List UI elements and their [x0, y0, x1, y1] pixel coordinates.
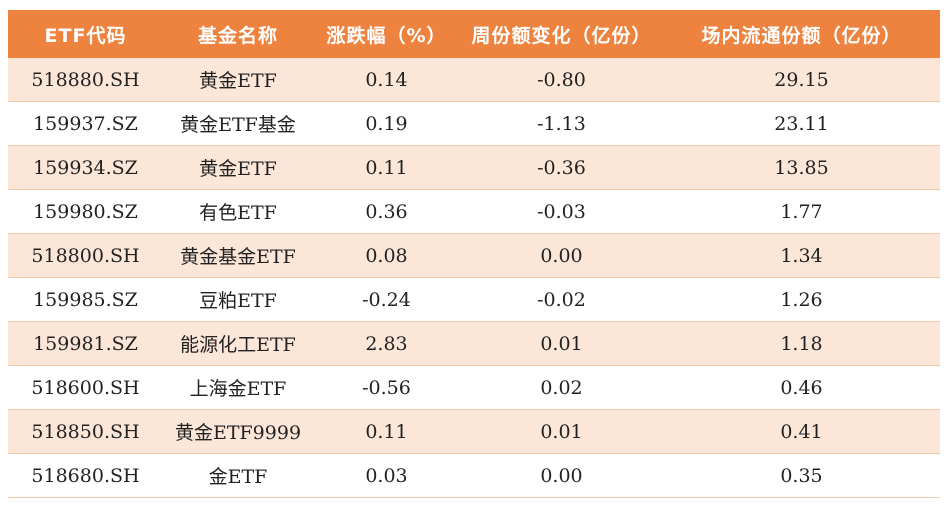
table-row: 518680.SH 金ETF 0.03 0.00 0.35 [8, 454, 940, 498]
table-row: 518880.SH 黄金ETF 0.14 -0.80 29.15 [8, 58, 940, 102]
cell-change-pct: 0.08 [365, 244, 408, 267]
cell-fund-name: 有色ETF [199, 202, 277, 224]
table-row: 518800.SH 黄金基金ETF 0.08 0.00 1.34 [8, 234, 940, 278]
cell-floating-shares: 1.26 [780, 288, 823, 311]
cell-change-pct: -0.56 [362, 376, 411, 399]
header-floating-shares: 场内流通份额（亿份） [701, 24, 902, 47]
cell-etf-code: 518800.SH [31, 244, 140, 267]
cell-floating-shares: 0.35 [780, 464, 823, 487]
table-row: 159934.SZ 黄金ETF 0.11 -0.36 13.85 [8, 146, 940, 190]
cell-change-pct: 0.36 [365, 200, 408, 223]
cell-change-pct: -0.24 [362, 288, 411, 311]
cell-weekly-change: 0.00 [540, 244, 583, 267]
cell-weekly-change: -0.02 [537, 288, 586, 311]
table-row: 159937.SZ 黄金ETF基金 0.19 -1.13 23.11 [8, 102, 940, 146]
cell-fund-name: 黄金ETF9999 [174, 422, 302, 444]
cell-change-pct: 0.11 [365, 420, 408, 443]
cell-weekly-change: 0.01 [540, 420, 583, 443]
cell-weekly-change: 0.00 [540, 464, 583, 487]
etf-table: ETF代码 基金名称 涨跌幅（%） 周份额变化（亿份） 场内流通份额（亿份） 5… [8, 10, 940, 498]
cell-fund-name: 黄金ETF基金 [180, 114, 296, 136]
table-row: 518850.SH 黄金ETF9999 0.11 0.01 0.41 [8, 410, 940, 454]
cell-etf-code: 159934.SZ [33, 156, 138, 179]
header-fund-name: 基金名称 [197, 24, 278, 47]
table-row: 159985.SZ 豆粕ETF -0.24 -0.02 1.26 [8, 278, 940, 322]
cell-floating-shares: 1.34 [780, 244, 823, 267]
cell-weekly-change: -0.36 [537, 156, 586, 179]
cell-floating-shares: 23.11 [774, 112, 829, 135]
cell-fund-name: 能源化工ETF [180, 334, 296, 356]
cell-weekly-change: -1.13 [537, 112, 586, 135]
cell-etf-code: 159980.SZ [33, 200, 138, 223]
cell-floating-shares: 29.15 [774, 68, 829, 91]
header-change-pct: 涨跌幅（%） [326, 24, 447, 47]
header-weekly-share-change: 周份额变化（亿份） [471, 24, 652, 47]
cell-floating-shares: 13.85 [774, 156, 829, 179]
cell-etf-code: 518600.SH [31, 376, 140, 399]
cell-weekly-change: 0.02 [540, 376, 583, 399]
cell-change-pct: 0.19 [365, 112, 408, 135]
cell-change-pct: 0.03 [365, 464, 408, 487]
table-row: 159981.SZ 能源化工ETF 2.83 0.01 1.18 [8, 322, 940, 366]
cell-fund-name: 上海金ETF [189, 378, 287, 400]
cell-change-pct: 2.83 [365, 332, 408, 355]
table-body: 518880.SH 黄金ETF 0.14 -0.80 29.15 159937.SZ 黄金E… [8, 58, 940, 498]
cell-etf-code: 518850.SH [31, 420, 140, 443]
cell-etf-code: 518880.SH [31, 68, 140, 91]
cell-fund-name: 金ETF [208, 466, 268, 488]
header-etf-code: ETF代码 [44, 24, 127, 47]
cell-floating-shares: 0.46 [780, 376, 823, 399]
cell-fund-name: 黄金基金ETF [180, 246, 296, 268]
table-row: 159980.SZ 有色ETF 0.36 -0.03 1.77 [8, 190, 940, 234]
cell-fund-name: 豆粕ETF [199, 290, 277, 312]
cell-fund-name: 黄金ETF [199, 70, 277, 92]
cell-change-pct: 0.14 [365, 68, 408, 91]
cell-weekly-change: 0.01 [540, 332, 583, 355]
cell-floating-shares: 1.18 [780, 332, 823, 355]
cell-weekly-change: -0.80 [537, 68, 586, 91]
cell-etf-code: 159981.SZ [33, 332, 138, 355]
table-header: ETF代码 基金名称 涨跌幅（%） 周份额变化（亿份） 场内流通份额（亿份） [8, 10, 940, 58]
cell-floating-shares: 1.77 [780, 200, 823, 223]
table-row: 518600.SH 上海金ETF -0.56 0.02 0.46 [8, 366, 940, 410]
cell-fund-name: 黄金ETF [199, 158, 277, 180]
cell-etf-code: 159985.SZ [33, 288, 138, 311]
cell-floating-shares: 0.41 [780, 420, 823, 443]
cell-change-pct: 0.11 [365, 156, 408, 179]
cell-etf-code: 518680.SH [31, 464, 140, 487]
cell-weekly-change: -0.03 [537, 200, 586, 223]
cell-etf-code: 159937.SZ [33, 112, 138, 135]
